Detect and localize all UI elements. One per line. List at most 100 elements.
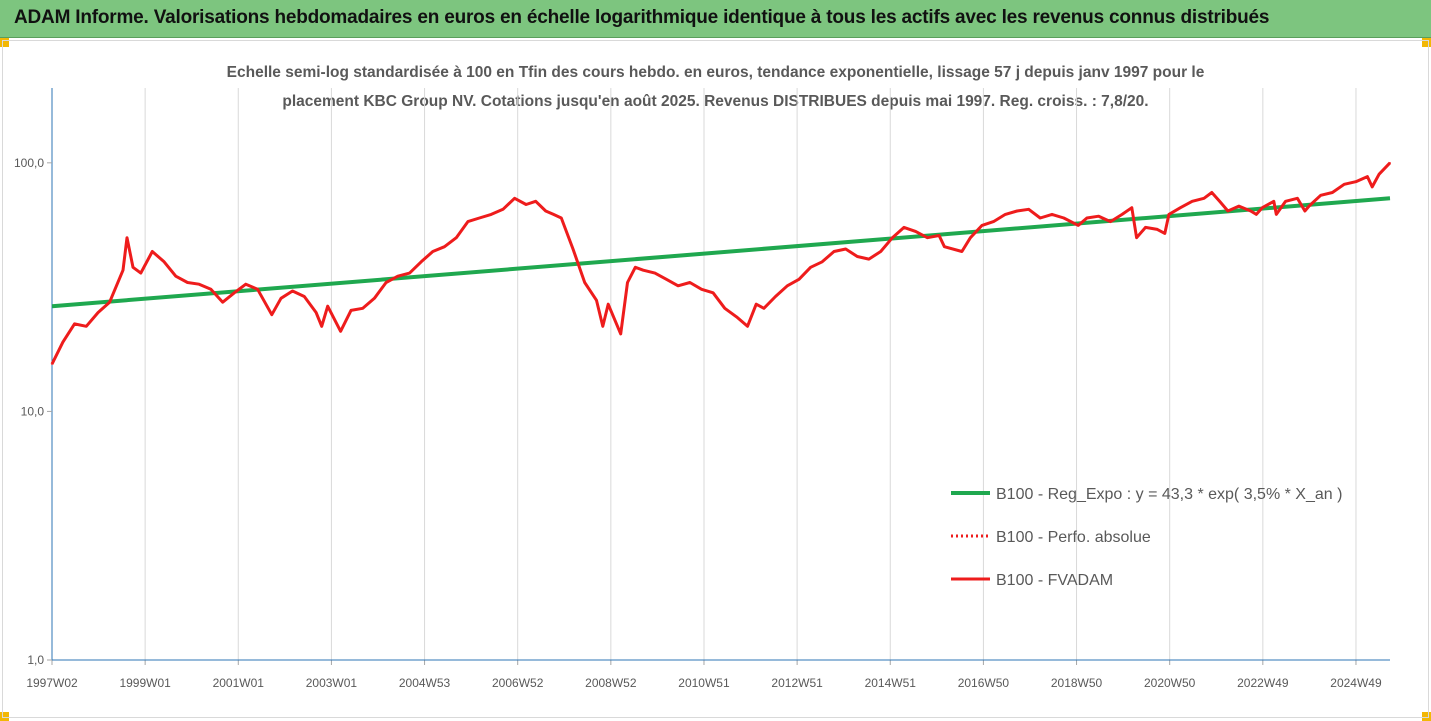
- fvadam-point: [1179, 206, 1182, 209]
- chart-subtitle-line-1: Echelle semi-log standardisée à 100 en T…: [226, 64, 1205, 81]
- fvadam-point: [1343, 183, 1345, 186]
- fvadam-point: [665, 278, 668, 281]
- fvadam-point: [271, 313, 273, 316]
- fvadam-point: [583, 281, 586, 284]
- fvadam-point: [735, 316, 738, 318]
- fvadam-point: [833, 250, 835, 253]
- fvadam-point: [385, 281, 387, 284]
- fvadam-point: [1131, 206, 1133, 209]
- fvadam-point: [969, 236, 972, 239]
- fvadam-point: [51, 363, 53, 365]
- fvadam-point: [1168, 213, 1170, 216]
- fvadam-point: [256, 288, 259, 291]
- chart-frame: [2, 40, 1429, 718]
- fvadam-point: [1097, 215, 1100, 217]
- legend-label-3: B100 - FVADAM: [996, 572, 1113, 589]
- fvadam-point: [943, 245, 946, 248]
- fvadam-point: [798, 278, 800, 281]
- fvadam-point: [1296, 197, 1299, 200]
- fvadam-point: [879, 250, 882, 253]
- fvadam-point: [1284, 200, 1287, 203]
- fvadam-point: [1275, 213, 1278, 216]
- fvadam-point: [210, 288, 212, 291]
- fvadam-point: [1308, 205, 1310, 207]
- fvadam-point: [513, 197, 516, 200]
- fvadam-point: [856, 255, 859, 258]
- corner-marker-top-right: [1422, 38, 1431, 47]
- fvadam-point: [139, 272, 142, 274]
- fvadam-point: [361, 307, 364, 310]
- fvadam-point: [1156, 228, 1159, 231]
- fvadam-point: [85, 325, 88, 328]
- fvadam-point: [1389, 162, 1391, 164]
- fvadam-point: [315, 311, 317, 314]
- fvadam-point: [1210, 191, 1213, 194]
- fvadam-point: [408, 272, 411, 274]
- fvadam-point: [151, 250, 154, 253]
- x-tick-label: 2016W50: [958, 676, 1010, 690]
- fvadam-point: [1164, 232, 1166, 235]
- fvadam-point: [992, 220, 995, 223]
- fvadam-point: [914, 230, 917, 233]
- fvadam-point: [502, 208, 504, 211]
- fvadam-point: [677, 285, 679, 287]
- fvadam-point: [62, 341, 64, 343]
- fvadam-point: [595, 299, 598, 302]
- fvadam-point: [572, 248, 574, 250]
- fvadam-point: [926, 236, 929, 239]
- x-tick-label: 2024W49: [1330, 676, 1382, 690]
- corner-marker-top-left: [0, 38, 9, 47]
- fvadam-point: [601, 325, 604, 328]
- fvadam-point: [1371, 186, 1374, 188]
- fvadam-point: [1227, 210, 1229, 212]
- fvadam-point: [938, 234, 940, 237]
- fvadam-point: [786, 285, 789, 287]
- fvadam-point: [291, 290, 294, 292]
- x-tick-label: 1997W02: [26, 676, 78, 690]
- fvadam-point: [1086, 217, 1088, 219]
- fvadam-point: [634, 266, 637, 269]
- x-tick-label: 2022W49: [1237, 676, 1289, 690]
- fvadam-point: [1331, 191, 1334, 194]
- fvadam-point: [689, 281, 691, 284]
- fvadam-point: [1255, 213, 1258, 216]
- fvadam-point: [1218, 200, 1221, 203]
- fvadam-point: [1121, 213, 1123, 216]
- fvadam-point: [1273, 200, 1275, 203]
- regression-line: [51, 196, 1391, 309]
- fvadam-point: [560, 217, 563, 219]
- fvadam-point: [186, 281, 189, 284]
- fvadam-point: [1355, 180, 1357, 183]
- x-tick-label: 2020W50: [1144, 676, 1196, 690]
- fvadam-point: [431, 250, 434, 253]
- fvadam-point: [1203, 197, 1205, 200]
- fvadam-point: [397, 275, 399, 277]
- fvadam-point: [490, 213, 493, 216]
- fvadam-line: [50, 161, 1392, 365]
- fvadam-point: [198, 283, 200, 285]
- fvadam-point: [233, 292, 236, 294]
- fvadam-point: [1039, 217, 1042, 219]
- fvadam-point: [821, 260, 824, 263]
- fvadam-point: [1004, 213, 1007, 216]
- fvadam-point: [552, 213, 555, 216]
- x-tick-label: 2004W53: [399, 676, 451, 690]
- fvadam-point: [1261, 206, 1264, 209]
- fvadam-point: [221, 301, 224, 304]
- x-tick-label: 2018W50: [1051, 676, 1103, 690]
- fvadam-point: [478, 217, 481, 219]
- fvadam-point: [339, 330, 342, 333]
- x-tick-label: 2012W51: [771, 676, 823, 690]
- y-tick-label: 1,0: [27, 653, 44, 667]
- fvadam-point: [755, 303, 757, 305]
- report-title: ADAM Informe. Valorisations hebdomadaire…: [14, 7, 1270, 28]
- fvadam-point: [1191, 200, 1194, 203]
- fvadam-point: [1378, 173, 1380, 176]
- fvadam-point: [544, 210, 547, 212]
- fvadam-point: [175, 275, 177, 277]
- fvadam-point: [1062, 217, 1065, 219]
- fvadam-point: [981, 224, 983, 227]
- x-tick-label: 2008W52: [585, 676, 637, 690]
- fvadam-point: [245, 283, 247, 285]
